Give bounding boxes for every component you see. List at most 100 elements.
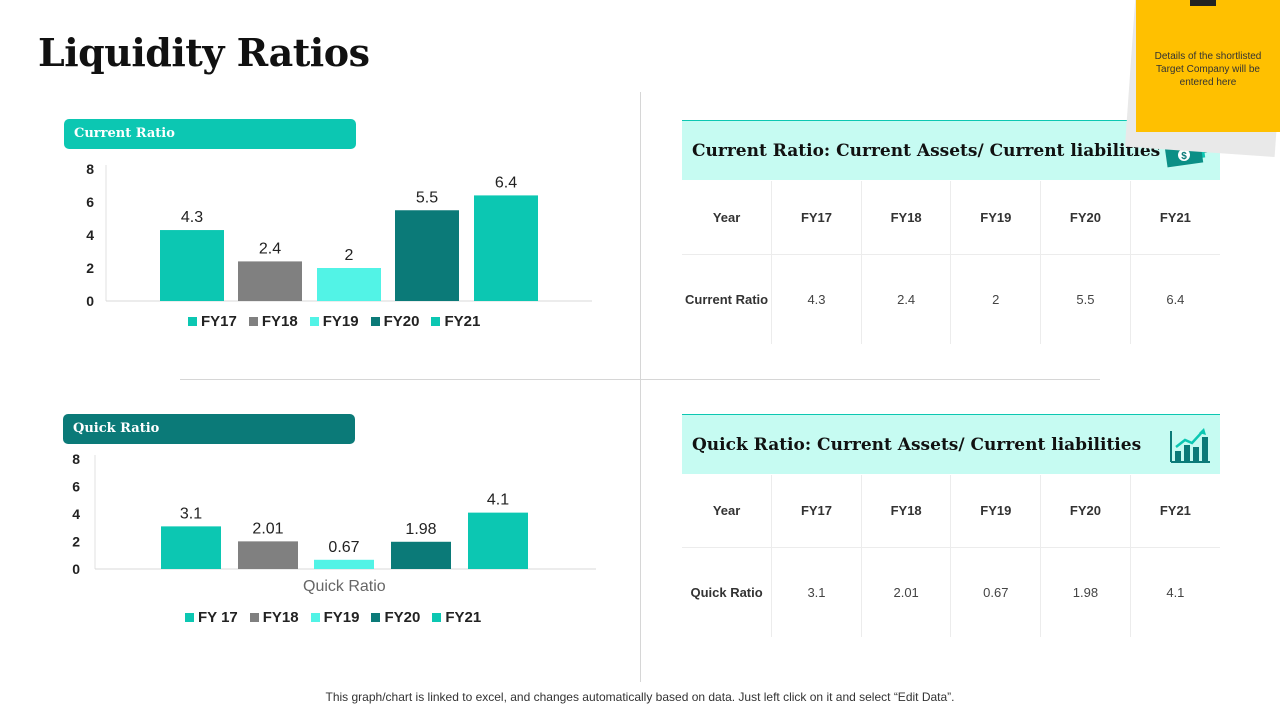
legend-label: FY20 — [384, 609, 421, 626]
current-ratio-table: Year FY17 FY18 FY19 FY20 FY21 Current Ra… — [682, 181, 1220, 344]
quick-ratio-table: Year FY17 FY18 FY19 FY20 FY21 Quick Rati… — [682, 475, 1220, 637]
data-label: 5.5 — [416, 189, 438, 206]
table-header-cell: FY20 — [1040, 475, 1131, 548]
table-header-year: Year — [682, 475, 773, 548]
current-ratio-definition-text: Current Ratio: Current Assets/ Current l… — [692, 141, 1161, 161]
table-header-cell: FY20 — [1040, 181, 1131, 255]
legend-label: FY 17 — [198, 609, 238, 626]
y-tick-label: 8 — [86, 161, 94, 177]
data-label: 4.1 — [487, 492, 509, 509]
sticky-note-paper — [1136, 0, 1280, 132]
horizontal-divider — [180, 379, 1100, 380]
quick-ratio-definition-text: Quick Ratio: Current Assets/ Current lia… — [692, 435, 1142, 455]
data-label: 2.4 — [259, 240, 281, 257]
table-cell: 2.4 — [861, 254, 952, 344]
table-cell: 5.5 — [1040, 254, 1131, 344]
binder-clip-icon — [1190, 0, 1216, 6]
bar-fy21 — [474, 195, 538, 301]
legend-item: FY17 — [188, 313, 237, 330]
table-row-label: Current Ratio — [682, 254, 773, 344]
y-tick-label: 0 — [86, 293, 94, 309]
footer-note: This graph/chart is linked to excel, and… — [325, 690, 955, 704]
current-ratio-header: Current Ratio — [64, 119, 356, 149]
y-tick-label: 2 — [86, 260, 94, 276]
legend-swatch — [309, 317, 319, 326]
svg-text:$: $ — [1181, 151, 1187, 162]
quick-ratio-definition: Quick Ratio: Current Assets/ Current lia… — [682, 414, 1220, 474]
legend-label: FY18 — [262, 609, 299, 626]
table-cell: 6.4 — [1166, 291, 1185, 307]
y-tick-label: 4 — [86, 227, 94, 243]
current-ratio-chart[interactable]: 0 2 4 6 8 4.3 2.4 2 5.5 6.4 — [0, 0, 640, 360]
legend-item: FY21 — [432, 609, 481, 626]
table-header-year: Year — [682, 181, 773, 255]
bar-fy20 — [391, 541, 451, 569]
legend-item: FY20 — [370, 313, 420, 330]
bar-fy18 — [238, 261, 302, 301]
legend-label: FY19 — [323, 609, 360, 626]
quick-ratio-chart[interactable]: 0 2 4 6 8 3.1 2.01 0.67 1.98 4.1 — [0, 0, 640, 720]
data-label: 6.4 — [495, 174, 517, 191]
legend-swatch — [310, 613, 320, 622]
legend-item: FY 17 — [185, 609, 238, 626]
legend-item: FY19 — [309, 313, 359, 330]
legend-item: FY21 — [431, 313, 480, 330]
quick-ratio-axis-label: Quick Ratio — [303, 578, 386, 595]
legend-item: FY18 — [249, 609, 299, 626]
legend-item: FY19 — [310, 609, 360, 626]
quick-ratio-legend: FY 17 FY18 FY19 FY20 FY21 — [185, 609, 481, 626]
current-ratio-legend: FY17 FY18 FY19 FY20 FY21 — [188, 313, 480, 330]
table-cell: 0.67 — [950, 547, 1042, 637]
data-label: 3.1 — [180, 505, 202, 522]
y-tick-label: 0 — [72, 561, 80, 577]
data-label: 0.67 — [328, 539, 359, 556]
legend-label: FY17 — [201, 313, 237, 330]
bar-fy21 — [468, 512, 528, 569]
legend-swatch — [371, 613, 381, 622]
legend-label: FY19 — [322, 313, 359, 330]
legend-swatch — [432, 613, 442, 622]
bar-fy19 — [314, 559, 374, 569]
data-label: 1.98 — [405, 521, 436, 538]
sticky-note-text: Details of the shortlisted Target Compan… — [1154, 51, 1262, 88]
legend-swatch — [188, 317, 197, 326]
quick-ratio-header: Quick Ratio — [63, 414, 355, 444]
table-header-cell: FY21 — [1130, 181, 1220, 255]
table-cell: 4.1 — [1166, 584, 1185, 600]
data-label: 2.01 — [252, 520, 283, 537]
table-header-cell: FY19 — [950, 181, 1042, 255]
table-cell: 2.01 — [861, 547, 952, 637]
legend-label: FY21 — [444, 313, 481, 330]
table-cell: 2 — [950, 254, 1042, 344]
legend-label: FY18 — [261, 313, 298, 330]
sticky-note: Details of the shortlisted Target Compan… — [1124, 0, 1280, 158]
table-header-cell: FY19 — [950, 475, 1042, 548]
y-tick-label: 2 — [72, 534, 80, 550]
page-title: Liquidity Ratios — [38, 30, 370, 75]
data-label: 2 — [345, 247, 354, 264]
legend-swatch — [248, 317, 258, 326]
table-header-cell: FY17 — [771, 181, 862, 255]
table-cell: 1.98 — [1040, 547, 1131, 637]
y-tick-label: 4 — [72, 506, 80, 522]
table-cell: 4.3 — [771, 254, 862, 344]
y-tick-label: 8 — [72, 451, 80, 467]
y-tick-label: 6 — [72, 479, 80, 495]
bar-fy17 — [160, 230, 224, 301]
legend-item: FY20 — [371, 609, 420, 626]
growth-chart-icon — [1170, 427, 1210, 470]
legend-swatch — [185, 613, 194, 622]
legend-label: FY20 — [383, 313, 420, 330]
legend-swatch — [431, 317, 441, 326]
bar-fy18 — [238, 541, 298, 569]
table-header-cell: FY18 — [861, 181, 952, 255]
legend-item: FY18 — [248, 313, 298, 330]
table-cell: 3.1 — [771, 547, 862, 637]
vertical-divider — [640, 92, 641, 682]
legend-swatch — [249, 613, 259, 622]
table-header-cell: FY17 — [771, 475, 862, 548]
bar-fy19 — [317, 268, 381, 301]
data-label: 4.3 — [181, 209, 203, 226]
legend-label: FY21 — [445, 609, 482, 626]
bar-fy17 — [161, 526, 221, 569]
